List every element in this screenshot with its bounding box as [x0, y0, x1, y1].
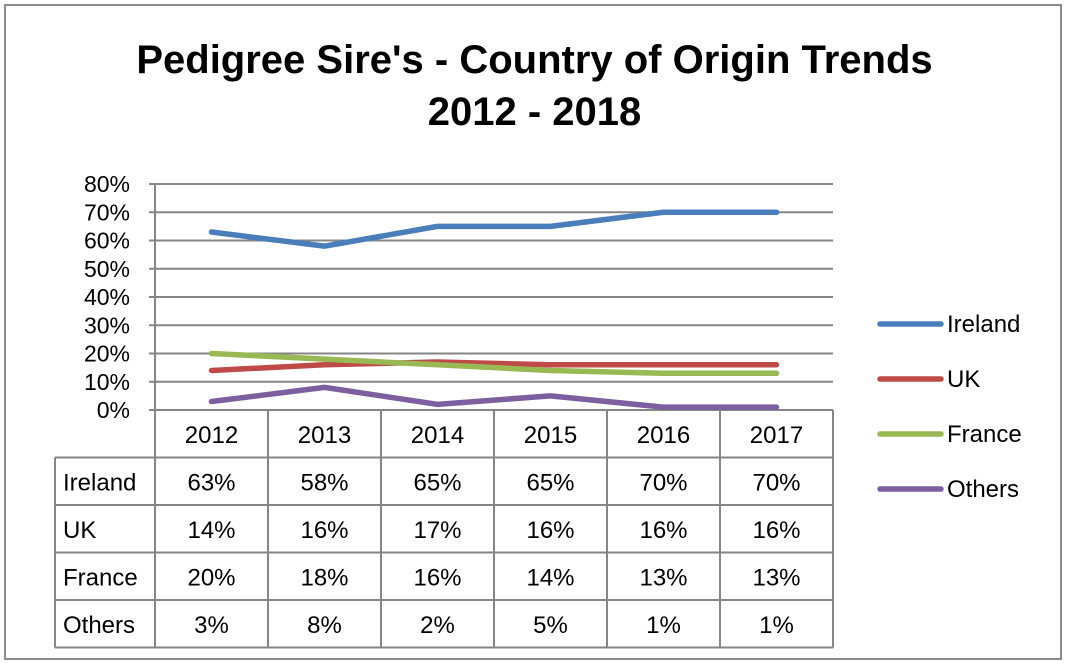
table-row-label: UK [63, 517, 96, 544]
x-category-label: 2016 [637, 422, 690, 449]
y-tick-label: 30% [84, 312, 130, 338]
legend-label: Ireland [947, 311, 1020, 338]
series-line-uk [208, 359, 780, 374]
table-cell-value: 16% [413, 565, 461, 592]
table-cell-value: 14% [187, 517, 235, 544]
y-tick-label: 60% [84, 228, 130, 254]
chart-title-line-2: 2012 - 2018 [427, 90, 642, 134]
table-cell-value: 58% [300, 470, 348, 497]
y-tick-label: 70% [84, 199, 130, 225]
y-tick-label: 0% [97, 397, 130, 423]
chart-frame [4, 4, 1062, 660]
table-cell-value: 13% [639, 565, 687, 592]
y-tick-label: 50% [84, 256, 130, 282]
y-tick-label: 10% [84, 369, 130, 395]
table-cell-value: 1% [646, 612, 681, 639]
table-cell-value: 18% [300, 565, 348, 592]
series-line-ireland [208, 209, 780, 249]
table-row-label: Ireland [63, 470, 136, 497]
y-tick-label: 80% [84, 171, 130, 197]
table-cell-value: 16% [300, 517, 348, 544]
legend-label: Others [947, 476, 1019, 503]
series-line-others [208, 384, 780, 410]
table-cell-value: 2% [420, 612, 455, 639]
table-cell-value: 70% [752, 470, 800, 497]
table-cell-value: 13% [752, 565, 800, 592]
x-category-label: 2017 [750, 422, 803, 449]
table-row-label: France [63, 565, 138, 592]
chart-title: Pedigree Sire's - Country of Origin Tren… [0, 34, 1069, 138]
x-category-label: 2013 [298, 422, 351, 449]
table-cell-value: 65% [413, 470, 461, 497]
legend-label: UK [947, 366, 980, 393]
y-tick-label: 20% [84, 341, 130, 367]
table-cell-value: 17% [413, 517, 461, 544]
legend-label: France [947, 421, 1022, 448]
table-cell-value: 8% [307, 612, 342, 639]
table-cell-value: 70% [639, 470, 687, 497]
x-category-label: 2012 [185, 422, 238, 449]
table-cell-value: 16% [526, 517, 574, 544]
x-category-label: 2014 [411, 422, 464, 449]
table-cell-value: 5% [533, 612, 568, 639]
table-cell-value: 63% [187, 470, 235, 497]
table-cell-value: 20% [187, 565, 235, 592]
table-cell-value: 1% [759, 612, 794, 639]
y-tick-label: 40% [84, 284, 130, 310]
table-cell-value: 14% [526, 565, 574, 592]
table-cell-value: 16% [639, 517, 687, 544]
chart-title-line-1: Pedigree Sire's - Country of Origin Tren… [136, 38, 933, 82]
series-line-france [208, 350, 780, 377]
table-cell-value: 3% [194, 612, 229, 639]
table-row-label: Others [63, 612, 135, 639]
x-category-label: 2015 [524, 422, 577, 449]
table-cell-value: 16% [752, 517, 800, 544]
table-cell-value: 65% [526, 470, 574, 497]
